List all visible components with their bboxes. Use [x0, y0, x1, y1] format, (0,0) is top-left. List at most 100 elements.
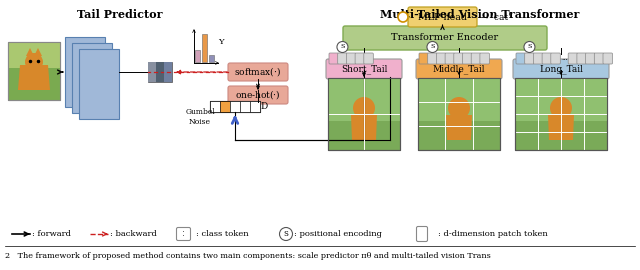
FancyBboxPatch shape [228, 86, 288, 104]
Polygon shape [18, 65, 50, 90]
FancyBboxPatch shape [445, 53, 454, 64]
Text: :: : [182, 230, 184, 238]
Circle shape [398, 12, 408, 22]
Bar [202, 34, 207, 62]
Text: 2   The framework of proposed method contains two main components: scale predict: 2 The framework of proposed method conta… [5, 252, 491, 260]
Bar [65, 37, 105, 107]
Bar [418, 78, 500, 150]
FancyBboxPatch shape [326, 59, 402, 79]
FancyBboxPatch shape [603, 53, 612, 64]
FancyBboxPatch shape [329, 53, 339, 64]
Bar [148, 62, 172, 82]
Circle shape [353, 97, 375, 119]
FancyBboxPatch shape [419, 53, 429, 64]
FancyBboxPatch shape [471, 53, 481, 64]
FancyBboxPatch shape [568, 53, 578, 64]
Polygon shape [548, 115, 574, 140]
FancyBboxPatch shape [516, 53, 525, 64]
Polygon shape [34, 48, 42, 56]
FancyBboxPatch shape [463, 53, 472, 64]
FancyBboxPatch shape [595, 53, 604, 64]
Bar [148, 62, 156, 82]
Bar [8, 42, 60, 100]
FancyBboxPatch shape [346, 53, 356, 64]
Bar [515, 78, 607, 150]
Bar [230, 101, 240, 112]
Circle shape [448, 97, 470, 119]
Bar [79, 49, 119, 119]
Circle shape [280, 228, 292, 241]
FancyBboxPatch shape [436, 53, 446, 64]
FancyBboxPatch shape [408, 7, 477, 27]
Text: : forward: : forward [32, 230, 71, 238]
Text: softmax($\cdot$): softmax($\cdot$) [234, 66, 282, 79]
Bar [8, 42, 60, 68]
Text: Y: Y [218, 38, 224, 46]
Text: one-hot($\cdot$): one-hot($\cdot$) [235, 89, 281, 102]
Text: S: S [284, 230, 289, 238]
Text: Gumbel
Noise: Gumbel Noise [185, 108, 215, 126]
FancyBboxPatch shape [417, 227, 428, 241]
Text: S: S [430, 45, 435, 49]
FancyBboxPatch shape [228, 63, 288, 81]
Bar [156, 62, 164, 82]
Text: S: S [340, 45, 344, 49]
Bar [220, 101, 230, 112]
Bar [164, 62, 172, 82]
FancyBboxPatch shape [542, 53, 552, 64]
Text: Multi-Tailed Vision Transformer: Multi-Tailed Vision Transformer [380, 9, 580, 21]
Bar [240, 101, 250, 112]
FancyBboxPatch shape [513, 59, 609, 79]
Text: Long_Tail: Long_Tail [539, 64, 583, 74]
FancyBboxPatch shape [586, 53, 595, 64]
Bar [209, 55, 214, 62]
Text: → 'cat': → 'cat' [481, 12, 511, 22]
FancyBboxPatch shape [428, 53, 437, 64]
Text: Tail Predictor: Tail Predictor [77, 9, 163, 21]
Bar [328, 78, 400, 150]
Text: Short_Tail: Short_Tail [341, 64, 387, 74]
Bar [515, 78, 607, 121]
Circle shape [550, 97, 572, 119]
Circle shape [524, 42, 535, 52]
Bar [515, 78, 607, 150]
FancyBboxPatch shape [355, 53, 365, 64]
Bar [250, 101, 260, 112]
Bar [72, 43, 112, 113]
Circle shape [25, 53, 43, 71]
Polygon shape [446, 115, 472, 140]
Circle shape [337, 42, 348, 52]
FancyBboxPatch shape [454, 53, 463, 64]
Circle shape [427, 42, 438, 52]
Text: Middle_Tail: Middle_Tail [433, 64, 485, 74]
Text: : positional encoding: : positional encoding [294, 230, 382, 238]
Text: : class token: : class token [196, 230, 248, 238]
Polygon shape [351, 115, 377, 140]
FancyBboxPatch shape [416, 59, 502, 79]
Text: MLP head: MLP head [418, 12, 467, 22]
Bar [418, 78, 500, 121]
Bar [8, 68, 60, 100]
FancyBboxPatch shape [343, 26, 547, 50]
FancyBboxPatch shape [577, 53, 586, 64]
Bar [328, 78, 400, 121]
FancyBboxPatch shape [480, 53, 490, 64]
FancyBboxPatch shape [525, 53, 534, 64]
FancyBboxPatch shape [364, 53, 373, 64]
FancyBboxPatch shape [338, 53, 347, 64]
Bar [210, 101, 220, 112]
Bar [8, 42, 60, 100]
FancyBboxPatch shape [551, 53, 560, 64]
Bar [210, 101, 260, 112]
Bar [418, 78, 500, 150]
Text: : d-dimension patch token: : d-dimension patch token [438, 230, 548, 238]
Bar [328, 78, 400, 150]
Text: ...: ... [561, 56, 568, 62]
FancyBboxPatch shape [533, 53, 543, 64]
Bar [195, 50, 200, 62]
Text: Transformer Encoder: Transformer Encoder [392, 33, 499, 42]
Text: : backward: : backward [110, 230, 157, 238]
Polygon shape [26, 48, 34, 56]
FancyBboxPatch shape [177, 228, 191, 241]
Text: D: D [260, 102, 268, 111]
